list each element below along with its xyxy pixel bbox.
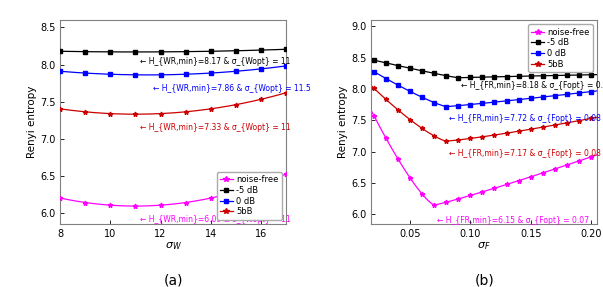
Text: ← H_{FR,min}=7.72 & σ_{Fopt} = 0.08: ← H_{FR,min}=7.72 & σ_{Fopt} = 0.08 <box>449 114 601 123</box>
Text: ← H_{WR,min}=7.33 & σ_{Wopt} = 11: ← H_{WR,min}=7.33 & σ_{Wopt} = 11 <box>140 123 291 132</box>
Text: ← H_{FR,min}=7.17 & σ_{Fopt} = 0.08: ← H_{FR,min}=7.17 & σ_{Fopt} = 0.08 <box>449 149 601 158</box>
Title: (a): (a) <box>163 274 183 287</box>
Text: ← H_{FR,min}=8.18 & σ_{Fopt} = 0.09: ← H_{FR,min}=8.18 & σ_{Fopt} = 0.09 <box>461 81 603 90</box>
X-axis label: $\sigma_W$: $\sigma_W$ <box>165 240 182 252</box>
X-axis label: $\sigma_F$: $\sigma_F$ <box>478 240 491 252</box>
Y-axis label: Renyi entropy: Renyi entropy <box>27 86 37 158</box>
Title: (b): (b) <box>475 274 494 287</box>
Text: ← H_{WR,min}=6.09 & σ_{Wopt} = 11: ← H_{WR,min}=6.09 & σ_{Wopt} = 11 <box>140 215 291 224</box>
Text: ← H_{WR,min}=8.17 & σ_{Wopt} = 11: ← H_{WR,min}=8.17 & σ_{Wopt} = 11 <box>140 57 291 66</box>
Text: ← H_{FR,min}=6.15 & σ_{Fopt} = 0.07: ← H_{FR,min}=6.15 & σ_{Fopt} = 0.07 <box>437 216 589 225</box>
Y-axis label: Renyi entropy: Renyi entropy <box>338 86 349 158</box>
Text: ← H_{WR,min}=7.86 & σ_{Wopt} = 11.5: ← H_{WR,min}=7.86 & σ_{Wopt} = 11.5 <box>153 84 311 93</box>
Legend: noise-free, -5 dB, 0 dB, 5bB: noise-free, -5 dB, 0 dB, 5bB <box>528 24 593 72</box>
Legend: noise-free, -5 dB, 0 dB, 5bB: noise-free, -5 dB, 0 dB, 5bB <box>216 172 282 220</box>
